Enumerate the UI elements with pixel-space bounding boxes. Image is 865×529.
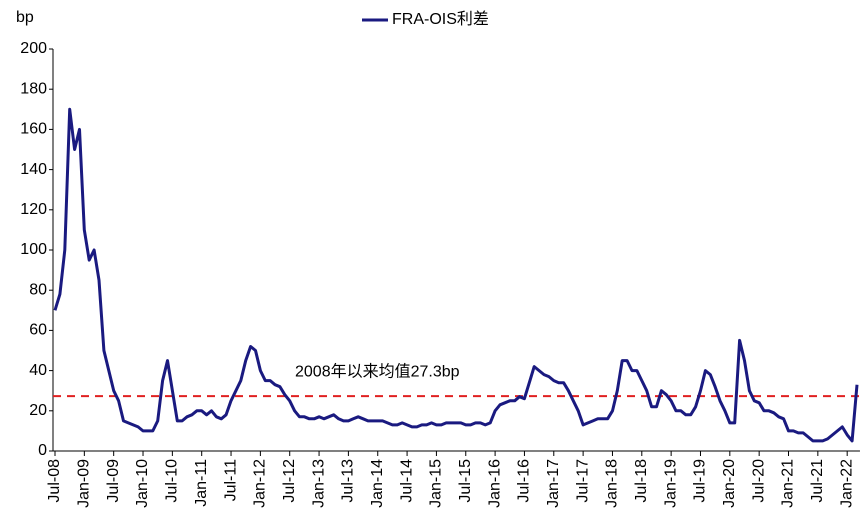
x-tick-label: Jan-09 [76,459,93,508]
x-tick-label: Jul-13 [340,459,357,503]
x-tick-label: Jan-19 [662,459,679,508]
y-tick-label: 120 [20,201,47,218]
x-tick-label: Jul-15 [457,459,474,503]
x-tick-label: Jul-10 [164,459,181,503]
data-line [53,107,859,443]
legend-label: FRA-OIS利差 [392,10,489,28]
y-tick-label: 200 [20,40,47,57]
y-tick-label: 60 [29,322,47,339]
x-tick-label: Jan-14 [369,459,386,508]
x-tick-label: Jul-12 [281,459,298,503]
x-tick-label: Jan-20 [721,459,738,508]
x-tick-label: Jan-15 [428,459,445,508]
y-tick-label: 140 [20,161,47,178]
x-tick-label: Jan-10 [134,459,151,508]
x-tick-label: Jan-12 [252,459,269,508]
x-tick-label: Jan-21 [780,459,797,508]
x-tick-label: Jan-17 [545,459,562,508]
y-tick-label: 20 [29,402,47,419]
y-tick-label: 100 [20,241,47,258]
x-tick-label: Jul-20 [750,459,767,503]
x-tick-label: Jan-11 [193,459,210,507]
y-tick-label: 80 [29,281,47,298]
x-tick-label: Jan-16 [486,459,503,508]
x-tick-label: Jul-14 [398,459,415,503]
mean-label: 2008年以来均值27.3bp [295,362,460,380]
y-tick-label: 160 [20,121,47,138]
x-tick-label: Jan-22 [838,459,855,508]
x-tick-label: Jul-09 [105,459,122,503]
x-tick-label: Jul-11 [222,459,239,501]
x-tick-label: Jul-19 [692,459,709,503]
x-tick-label: Jul-21 [809,459,826,503]
x-tick-label: Jul-08 [46,459,63,503]
y-axis-title: bp [16,9,34,26]
y-tick-label: 180 [20,80,47,97]
y-tick-label: 40 [29,362,47,379]
x-tick-label: Jul-18 [633,459,650,503]
y-tick-label: 0 [38,442,47,459]
x-tick-label: Jan-13 [310,459,327,508]
x-tick-label: Jan-18 [604,459,621,508]
x-tick-label: Jul-16 [516,459,533,503]
x-tick-label: Jul-17 [574,459,591,503]
